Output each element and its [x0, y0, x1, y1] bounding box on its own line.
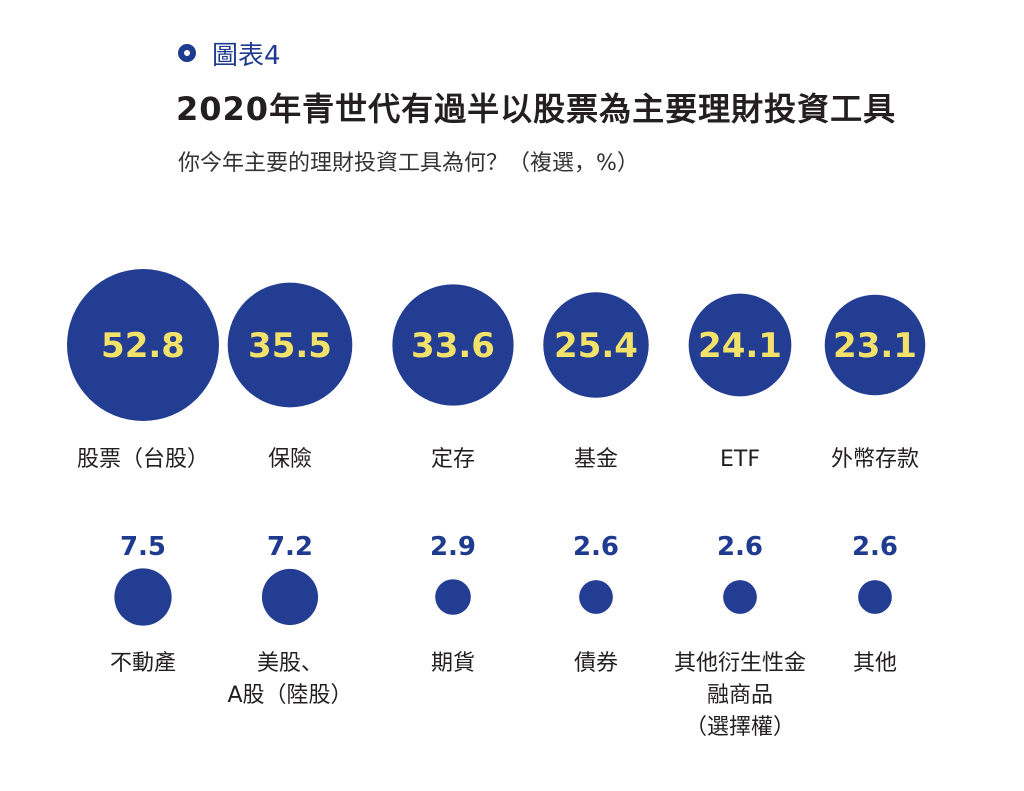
bubble-item: 33.6 定存	[392, 284, 514, 472]
category-label: 美股、 A股（陸股）	[227, 651, 352, 708]
category-label: 其他	[853, 651, 897, 676]
bubble-item: 35.5 保險	[227, 282, 353, 472]
bubble-item: 52.8 股票（台股）	[67, 269, 219, 472]
chart-subtitle: 你今年主要的理財投資工具為何？（複選，%）	[178, 151, 639, 176]
bubble-item: 25.4 基金	[543, 292, 649, 472]
data-label: 2.6	[852, 532, 898, 562]
data-label: 24.1	[698, 326, 782, 366]
figure-number: 圖表4	[212, 40, 281, 71]
bubble	[723, 580, 757, 614]
bubble-item: 2.6 其他	[852, 532, 898, 676]
data-label: 23.1	[833, 326, 917, 366]
bubble-item: 2.9 期貨	[430, 532, 476, 676]
category-label: 債券	[574, 651, 618, 676]
bubble	[114, 568, 172, 626]
chart-title: 2020年青世代有過半以股票為主要理財投資工具	[176, 90, 897, 128]
category-label: 不動產	[110, 651, 176, 676]
data-label: 25.4	[554, 326, 638, 366]
category-label: 股票（台股）	[77, 447, 209, 472]
bubble	[392, 284, 514, 406]
bubble-item: 2.6 債券	[573, 532, 619, 676]
bubble-item: 24.1 ETF	[688, 293, 792, 472]
data-label: 7.2	[267, 532, 313, 562]
category-label: 外幣存款	[831, 447, 919, 472]
bubble	[824, 294, 926, 396]
bubble	[543, 292, 649, 398]
category-label: ETF	[720, 447, 760, 472]
bubble	[435, 579, 471, 615]
bubble	[67, 269, 219, 421]
bubble-item: 2.6 其他衍生性金融商品（選擇權）	[674, 532, 806, 740]
data-label: 35.5	[248, 326, 332, 366]
bubble-item: 7.2 美股、 A股（陸股）	[227, 532, 352, 708]
category-label: 其他衍生性金融商品（選擇權）	[674, 651, 806, 740]
data-label: 33.6	[411, 326, 495, 366]
bubble	[688, 293, 792, 397]
data-label: 2.6	[573, 532, 619, 562]
bubble	[261, 568, 319, 626]
bubble	[227, 282, 353, 408]
category-label: 期貨	[431, 651, 475, 676]
data-label: 2.9	[430, 532, 476, 562]
data-label: 2.6	[717, 532, 763, 562]
bubble-item: 23.1 外幣存款	[824, 294, 926, 472]
category-label: 定存	[431, 447, 475, 472]
category-label: 保險	[268, 447, 312, 472]
category-label: 基金	[574, 447, 618, 472]
circle-bullet-icon	[178, 44, 196, 62]
bubble-item: 7.5 不動產	[110, 532, 176, 676]
bubble	[858, 580, 892, 614]
bubble	[579, 580, 613, 614]
figure-label: 圖表4	[178, 36, 281, 71]
data-label: 52.8	[101, 326, 185, 366]
data-label: 7.5	[120, 532, 166, 562]
